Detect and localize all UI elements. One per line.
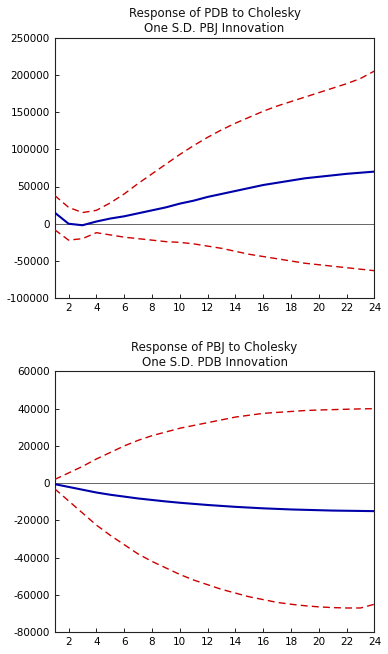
Title: Response of PDB to Cholesky
One S.D. PBJ Innovation: Response of PDB to Cholesky One S.D. PBJ… bbox=[128, 7, 301, 35]
Title: Response of PBJ to Cholesky
One S.D. PDB Innovation: Response of PBJ to Cholesky One S.D. PDB… bbox=[132, 341, 298, 369]
